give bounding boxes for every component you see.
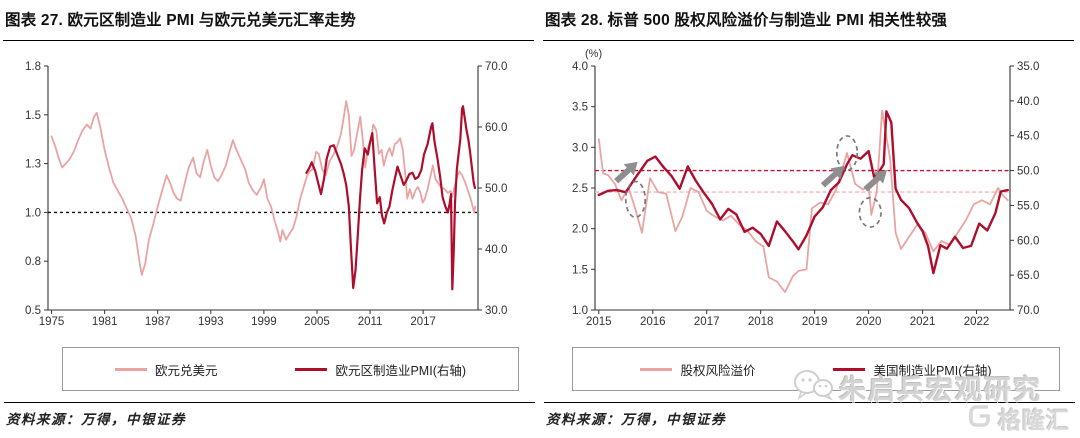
legend-chart-28: 股权风险溢价 美国制造业PMI(右轴) — [572, 347, 1060, 391]
chart-28-canvas: 4.0 3.5 3.0 2.5 2.0 1.5 1.0 35.0 40.0 45.0 50.0 55.… — [572, 48, 1039, 328]
right-tick-label: 35.0 — [1017, 61, 1039, 73]
legend-line-sample — [640, 367, 673, 371]
series-line-1 — [305, 105, 476, 291]
figure-28-title: 图表 28. 标普 500 股权风险溢价与制造业 PMI 相关性较强 — [545, 12, 948, 29]
chart-27-canvas: 1.8 1.5 1.3 1.0 0.8 0.5 70.0 60.0 50.0 40.0 30.0 19… — [25, 61, 507, 328]
annotation-arrow-up-right — [614, 161, 638, 184]
left-tick-label: 1.5 — [572, 264, 588, 276]
right-tick-label: 30.0 — [485, 305, 507, 317]
left-tick-label: 1.0 — [572, 305, 588, 317]
legend-chart-27: 欧元兑美元 欧元区制造业PMI(右轴) — [62, 347, 519, 391]
gelonghui-logo-text: 格隆汇 — [998, 407, 1070, 433]
x-tick-label: 1993 — [198, 316, 224, 328]
legend-line-sample — [114, 367, 147, 371]
x-tick-label: 2022 — [964, 316, 990, 328]
panel-chart-27: 图表 27. 欧元区制造业 PMI 与欧元兑美元汇率走势 1.8 1.5 1.3 1.… — [3, 12, 535, 427]
source-note-28: 资料来源：万得，中银证券 — [546, 412, 726, 427]
series-line-0 — [50, 100, 477, 276]
left-tick-label: 3.5 — [572, 102, 588, 114]
legend-item: 美国制造业PMI(右轴) — [833, 360, 992, 379]
right-tick-label: 65.0 — [1017, 270, 1039, 282]
legend-item: 欧元兑美元 — [114, 360, 218, 379]
right-tick-label: 60.0 — [1017, 235, 1039, 247]
title-underline — [3, 40, 534, 41]
x-tick-label: 2021 — [910, 316, 936, 328]
x-tick-label: 2005 — [304, 316, 330, 328]
x-tick-label: 1999 — [251, 316, 277, 328]
x-tick-label: 2019 — [802, 316, 828, 328]
annotation-ellipse — [858, 196, 882, 228]
right-tick-label: 70.0 — [1017, 305, 1039, 317]
footer-rule — [544, 402, 1075, 403]
right-tick-label: 60.0 — [485, 122, 507, 134]
x-tick-label: 1987 — [145, 316, 171, 328]
series-line-1 — [597, 110, 1009, 275]
legend-label: 美国制造业PMI(右轴) — [873, 363, 992, 378]
left-tick-label: 2.0 — [572, 224, 588, 236]
legend-label: 欧元兑美元 — [154, 363, 218, 378]
x-tick-label: 2018 — [748, 316, 774, 328]
right-tick-label: 70.0 — [485, 61, 507, 73]
source-note-27: 资料来源：万得，中银证券 — [6, 412, 186, 427]
gelonghui-g-icon — [967, 403, 993, 434]
series-line-0 — [597, 109, 1009, 294]
x-tick-label: 2011 — [358, 316, 383, 328]
right-tick-label: 45.0 — [1017, 131, 1039, 143]
left-tick-label: 1.5 — [25, 110, 41, 122]
right-tick-label: 40.0 — [485, 244, 507, 256]
panel-chart-28: 图表 28. 标普 500 股权风险溢价与制造业 PMI 相关性较强 4.0 3.… — [540, 0, 1080, 438]
x-tick-label: 1975 — [39, 316, 65, 328]
left-tick-label: 0.8 — [25, 256, 41, 268]
right-tick-label: 50.0 — [485, 183, 507, 195]
footer-rule — [4, 402, 535, 403]
left-tick-label: 1.0 — [25, 207, 41, 219]
legend-line-sample — [833, 367, 866, 371]
annotation-arrow-up-right — [863, 169, 887, 192]
right-tick-label: 50.0 — [1017, 166, 1039, 178]
legend-label: 欧元区制造业PMI(右轴) — [335, 363, 467, 378]
gelonghui-logo: 格隆汇 — [967, 401, 1070, 435]
left-tick-label: 1.3 — [25, 159, 41, 171]
annotation-ellipse — [624, 180, 647, 219]
x-tick-label: 2017 — [694, 316, 720, 328]
x-tick-label: 2016 — [640, 316, 666, 328]
annotation-arrow-up-right — [820, 165, 845, 188]
left-tick-label: 4.0 — [572, 61, 588, 73]
unit-label: (%) — [585, 48, 602, 60]
x-tick-label: 2020 — [856, 316, 882, 328]
x-tick-label: 1981 — [92, 316, 118, 328]
right-tick-label: 55.0 — [1017, 200, 1039, 212]
title-underline — [543, 40, 1074, 41]
legend-item: 股权风险溢价 — [640, 360, 755, 379]
right-tick-label: 40.0 — [1017, 96, 1039, 108]
left-tick-label: 1.8 — [25, 61, 41, 73]
x-tick-label: 2015 — [586, 316, 612, 328]
left-tick-label: 2.5 — [572, 183, 588, 195]
left-tick-label: 3.0 — [572, 142, 588, 154]
legend-item: 欧元区制造业PMI(右轴) — [295, 360, 466, 379]
legend-line-sample — [295, 367, 328, 371]
x-tick-label: 2017 — [410, 316, 436, 328]
legend-label: 股权风险溢价 — [680, 363, 756, 378]
left-tick-label: 0.5 — [25, 305, 41, 317]
figure-27-title: 图表 27. 欧元区制造业 PMI 与欧元兑美元汇率走势 — [5, 12, 356, 29]
